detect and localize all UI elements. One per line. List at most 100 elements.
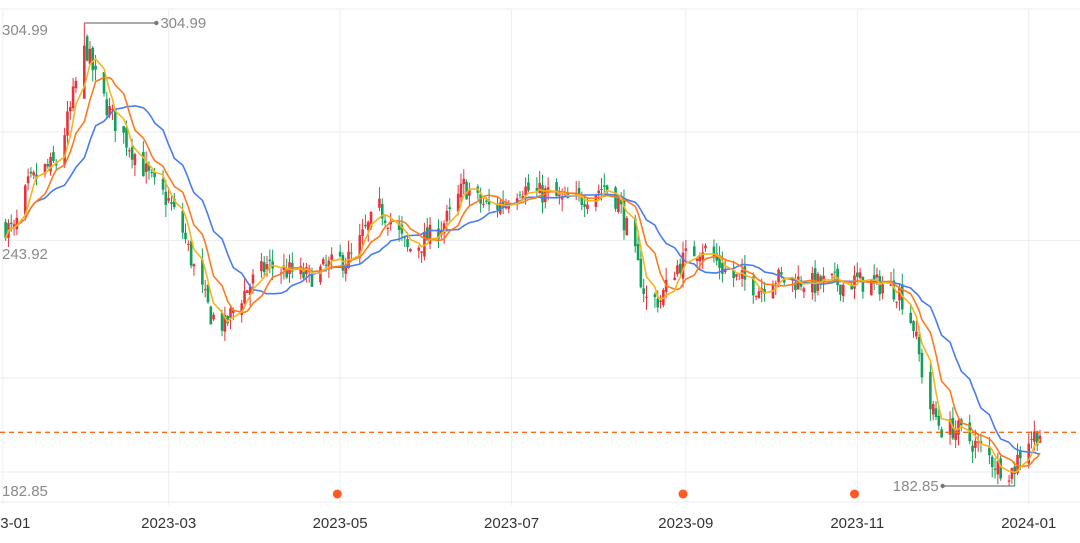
candle-body [976, 441, 980, 443]
candle-body [484, 200, 488, 202]
candle-body [518, 194, 522, 196]
candle-body [153, 172, 156, 178]
high-marker-dot [154, 20, 159, 26]
candle-body [437, 228, 440, 240]
candle-body [71, 86, 75, 109]
candle-body [167, 198, 170, 201]
event-marker-dot[interactable] [678, 489, 688, 499]
candle-body [642, 288, 645, 294]
candle-body [324, 264, 328, 266]
candle-body [203, 289, 207, 291]
candle-body [417, 247, 421, 251]
candle-body [535, 187, 539, 191]
candle-body [948, 419, 952, 435]
candle-body [1027, 443, 1031, 464]
candles [4, 23, 1042, 486]
candle-body [684, 248, 688, 251]
candle-body [681, 252, 685, 279]
candle-body [425, 227, 429, 241]
candle-body [344, 265, 348, 274]
candle-body [555, 182, 558, 197]
moving-average-lines [4, 57, 1041, 474]
candle-body [248, 286, 252, 295]
candle-body [442, 223, 446, 234]
candle-body [763, 289, 766, 294]
candle-body [108, 106, 111, 116]
candle-body [192, 264, 196, 267]
candle-body [988, 447, 991, 456]
candle-body [892, 280, 896, 300]
candle-body [999, 458, 1002, 479]
candle-body [836, 268, 839, 286]
candle-body [102, 72, 106, 94]
candle-body [920, 352, 924, 378]
candle-body [757, 291, 761, 299]
candle-body [541, 185, 544, 203]
candle-body [380, 204, 384, 219]
candle-body [698, 256, 702, 262]
candle-body [285, 268, 289, 278]
candle-body [170, 202, 173, 204]
candle-body [841, 284, 845, 297]
candle-body [586, 204, 589, 210]
candle-body [633, 218, 637, 247]
ma-long-line [4, 104, 1041, 455]
candle-body [150, 171, 154, 173]
ma-mid-line [4, 76, 1041, 468]
candle-body [246, 290, 249, 293]
candle-body [262, 262, 266, 273]
candle-body [364, 224, 367, 227]
candle-body [338, 251, 342, 257]
candle-body [26, 176, 30, 184]
candle-body [583, 204, 586, 207]
candle-body [718, 255, 721, 269]
candle-body [125, 127, 128, 148]
candle-body [754, 296, 758, 298]
candle-body [782, 278, 786, 283]
candle-body [743, 266, 747, 280]
candle-body [105, 99, 109, 116]
candle-body [614, 187, 617, 209]
candle-body [740, 270, 744, 279]
candle-body [850, 284, 853, 290]
candle-body [861, 276, 865, 292]
candle-body [496, 203, 499, 210]
candle-body [386, 227, 390, 229]
candle-body [912, 321, 915, 331]
y-axis-labels: 304.99 243.92 182.85 [2, 22, 48, 500]
candle-body [310, 272, 314, 287]
candle-body [898, 288, 901, 301]
event-marker-dot[interactable] [332, 489, 342, 499]
candle-body [653, 294, 657, 297]
candle-body [875, 274, 879, 278]
candle-body [732, 269, 735, 279]
candle-body [723, 269, 727, 273]
candle-body [1030, 439, 1033, 441]
high-annotation-label: 304.99 [160, 15, 206, 32]
candle-body [580, 196, 584, 205]
candle-body [990, 456, 994, 468]
candle-body [636, 243, 640, 261]
x-axis-labels: 2023-01 2023-03 2023-05 2023-07 2023-09 2023-… [0, 515, 1056, 532]
candle-body [858, 272, 862, 279]
candle-body [189, 241, 193, 266]
candle-body [853, 275, 856, 289]
candle-body [445, 210, 449, 222]
candle-body [4, 222, 7, 239]
candle-body [619, 199, 623, 205]
candle-body [206, 284, 210, 303]
x-tick-label: 2023-11 [830, 515, 884, 532]
y-tick-label: 182.85 [2, 483, 48, 500]
candle-body [85, 36, 89, 61]
candle-body [319, 266, 322, 283]
candle-body [260, 261, 263, 271]
candle-body [909, 312, 913, 324]
event-marker-dot[interactable] [849, 489, 859, 499]
candle-body [383, 220, 387, 223]
candle-body [305, 267, 308, 275]
candle-body [15, 217, 19, 230]
candle-body [265, 264, 269, 270]
candle-body [676, 265, 679, 275]
candle-body [839, 284, 842, 295]
x-tick-label: 2023-03 [141, 515, 196, 532]
